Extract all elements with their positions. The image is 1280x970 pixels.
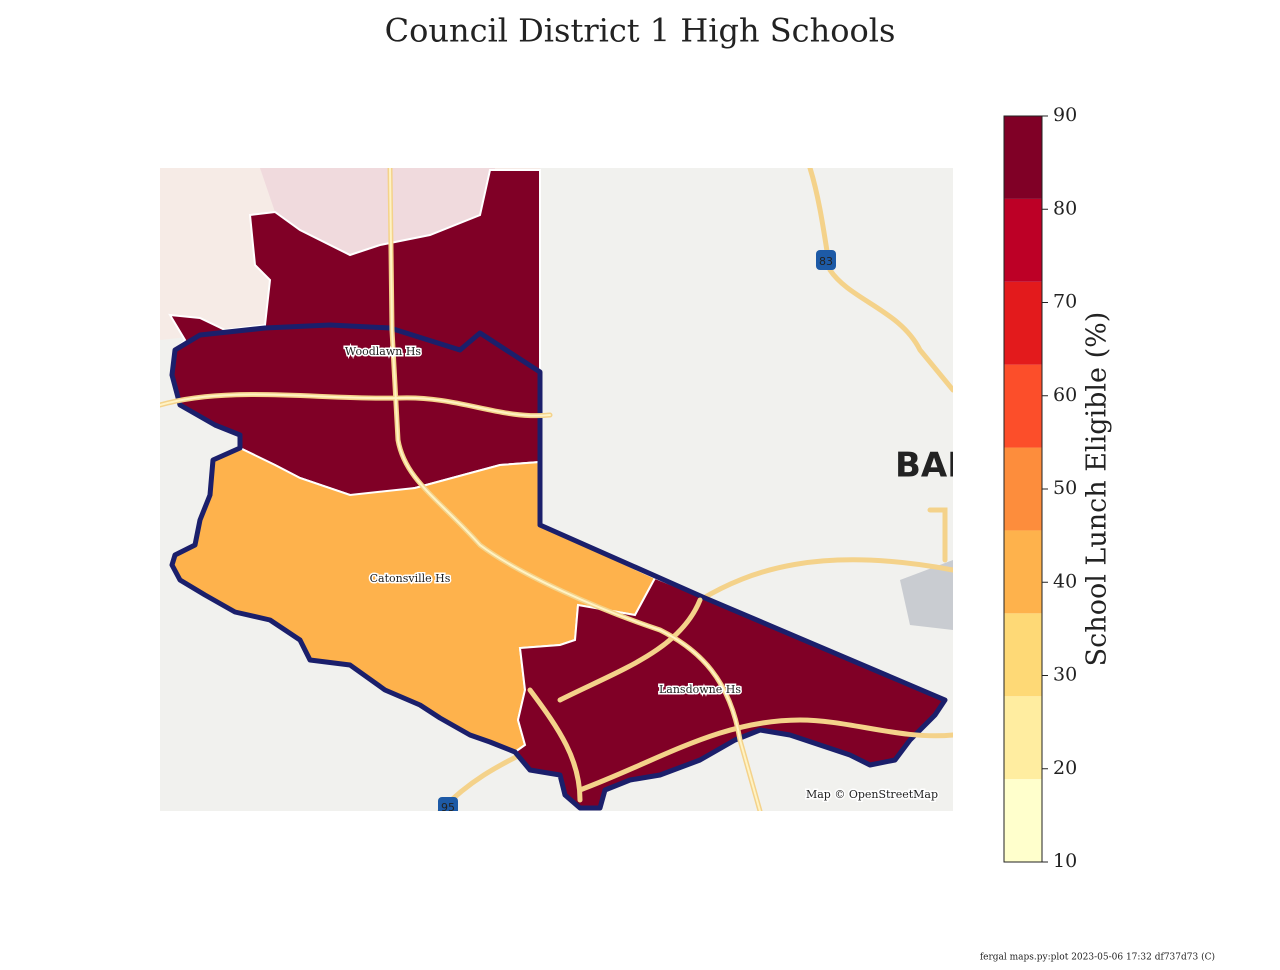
colorbar-label: School Lunch Eligible (%) — [1082, 312, 1113, 667]
attribution: Map © OpenStreetMap — [806, 788, 938, 801]
road — [807, 168, 953, 393]
county-area — [260, 168, 495, 255]
colorbar-tick-label: 80 — [1053, 197, 1077, 219]
colorbar-bin — [1004, 281, 1042, 365]
shield-label: 95 — [441, 801, 455, 814]
colorbar-bin — [1004, 613, 1042, 697]
basemap: BALT 83 95 Woodlawn Hs Catonsville Hs La… — [160, 168, 987, 814]
road — [557, 597, 703, 703]
road — [160, 393, 551, 417]
place-label: BALT — [895, 446, 987, 486]
road — [697, 557, 953, 603]
district-label: Woodlawn Hs — [345, 345, 422, 358]
colorbar-tick-label: 60 — [1053, 384, 1077, 406]
colorbar-bin — [1004, 116, 1042, 199]
road — [577, 717, 953, 793]
colorbar-tick-label: 30 — [1053, 664, 1077, 686]
districts — [168, 169, 947, 809]
shield — [438, 797, 458, 811]
colorbar-bin — [1004, 779, 1042, 862]
title: Council District 1 High Schools — [385, 12, 896, 50]
shield-label: 83 — [819, 255, 833, 268]
colorbar-bin — [1004, 696, 1042, 780]
footer: fergal maps.py:plot 2023-05-06 17:32 df7… — [980, 952, 1215, 963]
road — [527, 687, 583, 803]
colorbar-bin — [1004, 530, 1042, 614]
colorbar-tick-label: 50 — [1053, 477, 1077, 499]
colorbar-bin — [1004, 364, 1042, 448]
colorbar-bin — [1004, 198, 1042, 282]
road — [389, 168, 761, 811]
district-label: Catonsville Hs — [370, 572, 451, 585]
district-label: Lansdowne Hs — [659, 683, 741, 696]
shield — [816, 250, 836, 270]
council-boundary — [169, 322, 948, 811]
colorbar-tick-label: 10 — [1053, 850, 1077, 872]
colorbar-bin — [1004, 447, 1042, 531]
water — [900, 560, 953, 630]
colorbar-tick-label: 90 — [1053, 104, 1077, 126]
colorbar: 10 20 30 40 50 60 70 80 90 — [1003, 104, 1077, 872]
colorbar-tick-label: 70 — [1053, 291, 1077, 313]
colorbar-tick-label: 20 — [1053, 757, 1077, 779]
road — [927, 507, 948, 563]
colorbar-tick-label: 40 — [1053, 570, 1077, 592]
